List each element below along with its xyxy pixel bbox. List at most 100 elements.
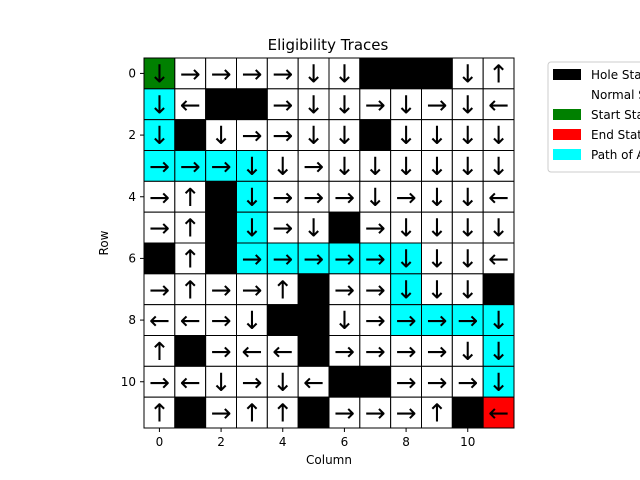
arrow-right-r10-c9: → [426,368,447,397]
arrow-right-r2-c3: → [241,121,262,150]
arrow-right-r3-c2: → [211,152,232,181]
cell-normal-r4-c10 [451,180,484,213]
cell-hole-r0-c8 [390,57,422,90]
arrow-left-r8-c0: ← [149,306,170,335]
cell-normal-r5-c0 [143,211,176,244]
axis-ticks: 0 2 4 6 8 10 0 2 4 6 8 10 [121,66,476,449]
arrow-down-r2-c8: ↓ [396,121,417,150]
arrow-down-r0-c10: ↓ [457,59,478,88]
arrow-down-r10-c4: ↓ [272,368,293,397]
arrow-right-r11-c7: → [365,399,386,428]
cell-hole-r11-c1 [174,396,207,429]
cell-normal-r9-c3 [236,335,268,367]
arrow-down-r5-c10: ↓ [457,214,478,243]
arrow-right-r9-c6: → [334,337,355,366]
cell-normal-r11-c9 [421,396,453,429]
arrow-down-r3-c3: ↓ [241,152,262,181]
cell-normal-r0-c1 [174,57,207,90]
arrow-right-r7-c2: → [211,275,232,304]
arrow-right-r11-c8: → [396,399,417,428]
cell-normal-r1-c1 [174,88,207,121]
arrow-right-r8-c9: → [426,306,447,335]
arrow-right-r6-c3: → [241,244,262,273]
cell-normal-r6-c1 [174,242,207,275]
arrow-up-r4-c1: ↑ [180,183,201,212]
cell-hole-r1-c2 [205,88,238,121]
cell-normal-r10-c5 [297,365,330,398]
cell-normal-r7-c4 [266,273,299,306]
cell-normal-r1-c4 [266,88,299,121]
arrow-down-r0-c6: ↓ [334,59,355,88]
arrow-down-r3-c4: ↓ [272,152,293,181]
x-tick-label: 6 [341,435,349,449]
arrow-down-r2-c9: ↓ [426,121,447,150]
arrow-right-r5-c4: → [272,214,293,243]
cell-hole-r10-c6 [328,365,361,398]
cell-path-r6-c6 [328,242,361,275]
grid-cells [143,57,515,429]
cell-normal-r5-c5 [297,211,330,244]
arrow-right-r3-c0: → [149,152,170,181]
cell-hole-r4-c2 [205,180,238,213]
arrow-down-r2-c6: ↓ [334,121,355,150]
arrow-up-r7-c4: ↑ [272,275,293,304]
y-tick-label: 4 [128,190,136,204]
arrow-down-r1-c6: ↓ [334,90,355,119]
arrow-right-r1-c7: → [365,90,386,119]
cell-normal-r1-c6 [328,88,361,121]
arrow-down-r2-c10: ↓ [457,121,478,150]
arrow-down-r5-c11: ↓ [488,214,509,243]
cell-normal-r6-c9 [421,242,453,275]
legend-label-start: Start State [591,108,640,122]
arrow-right-r9-c8: → [396,337,417,366]
arrow-right-r4-c5: → [303,183,324,212]
arrow-down-r9-c10: ↓ [457,337,478,366]
arrow-left-r11-c11: ← [488,399,509,428]
arrow-down-r8-c3: ↓ [241,306,262,335]
arrow-right-r0-c3: → [241,59,262,88]
arrow-up-r0-c11: ↑ [488,59,509,88]
cell-hole-r11-c10 [451,396,484,429]
arrow-left-r4-c11: ← [488,183,509,212]
cell-normal-r1-c9 [421,88,453,121]
cell-normal-r10-c2 [205,365,238,398]
cell-normal-r5-c11 [482,211,515,244]
cell-normal-r3-c5 [297,150,330,182]
cell-hole-r11-c5 [297,396,330,429]
arrow-down-r4-c10: ↓ [457,183,478,212]
cell-normal-r4-c4 [266,180,299,213]
legend-label-end: End State [591,128,640,142]
arrow-right-r4-c4: → [272,183,293,212]
cell-normal-r5-c8 [390,211,422,244]
cell-normal-r0-c11 [482,57,515,90]
x-tick-label: 10 [460,435,475,449]
arrow-up-r11-c0: ↑ [149,399,170,428]
cell-normal-r4-c5 [297,180,330,213]
cell-normal-r10-c8 [390,365,422,398]
arrow-up-r9-c0: ↑ [149,337,170,366]
cell-hole-r1-c3 [236,88,268,121]
arrow-right-r3-c1: → [180,152,201,181]
cell-path-r3-c0 [143,150,176,182]
arrow-down-r3-c10: ↓ [457,152,478,181]
arrow-right-r1-c9: → [426,90,447,119]
arrow-down-r3-c11: ↓ [488,152,509,181]
arrow-down-r1-c10: ↓ [457,90,478,119]
arrow-right-r9-c9: → [426,337,447,366]
cell-normal-r8-c2 [205,304,238,336]
arrow-down-r2-c11: ↓ [488,121,509,150]
arrow-down-r3-c9: ↓ [426,152,447,181]
arrow-down-r4-c3: ↓ [241,183,262,212]
arrow-left-r10-c5: ← [303,368,324,397]
cell-normal-r9-c7 [359,335,392,367]
cell-normal-r8-c6 [328,304,361,336]
cell-hole-r10-c7 [359,365,392,398]
arrow-down-r3-c8: ↓ [396,152,417,181]
cell-normal-r7-c10 [451,273,484,306]
arrow-down-r4-c7: ↓ [365,183,386,212]
arrow-left-r1-c11: ← [488,90,509,119]
arrow-right-r7-c0: → [149,275,170,304]
cell-path-r9-c11 [482,335,515,367]
legend-swatch-path [553,149,581,160]
cell-normal-r1-c10 [451,88,484,121]
